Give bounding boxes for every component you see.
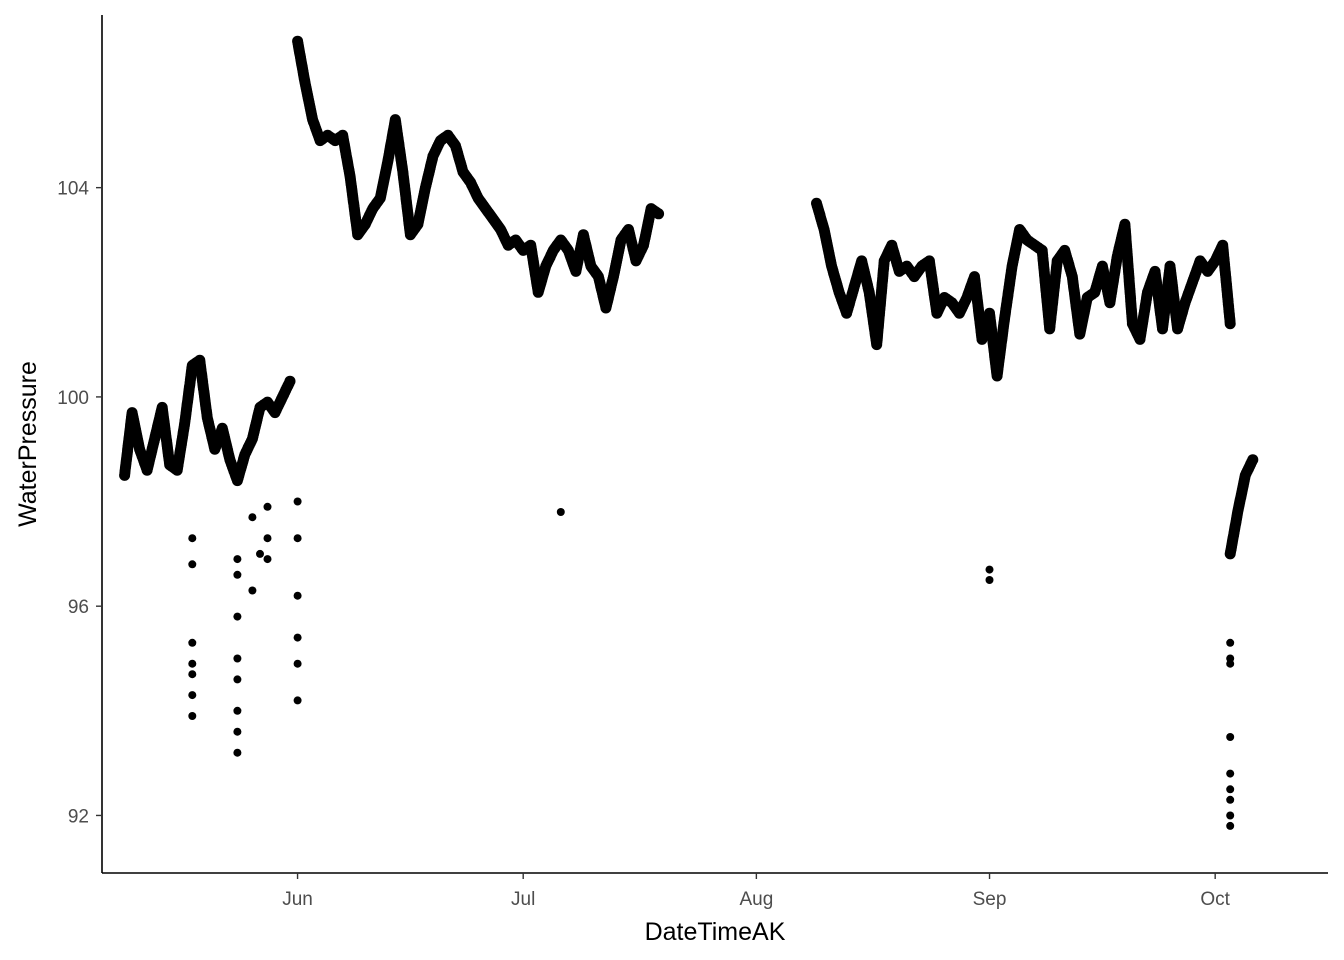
y-axis-ticks: 92 96 100 104 bbox=[57, 179, 102, 827]
data-point bbox=[263, 502, 272, 511]
data-point bbox=[188, 691, 197, 700]
data-point bbox=[1226, 733, 1235, 741]
data-point bbox=[188, 659, 197, 668]
x-tick-label: Jul bbox=[511, 889, 535, 910]
data-point bbox=[233, 654, 242, 663]
x-tick-label: Oct bbox=[1200, 889, 1230, 910]
data-point bbox=[233, 570, 242, 579]
data-point bbox=[256, 549, 264, 558]
y-tick-label: 96 bbox=[68, 597, 89, 618]
y-tick-label: 104 bbox=[57, 179, 89, 200]
data-point bbox=[1224, 318, 1236, 330]
data-point bbox=[233, 675, 242, 684]
data-point bbox=[263, 534, 272, 543]
data-point bbox=[248, 586, 257, 595]
y-axis-title: WaterPressure bbox=[14, 361, 42, 527]
data-point bbox=[556, 508, 565, 516]
data-point bbox=[263, 555, 272, 564]
data-point bbox=[293, 497, 302, 506]
data-point bbox=[1226, 795, 1235, 804]
data-point bbox=[1226, 638, 1235, 647]
data-point bbox=[1226, 811, 1235, 820]
data-point bbox=[188, 534, 197, 543]
data-point bbox=[188, 670, 197, 679]
data-point bbox=[293, 659, 302, 668]
data-point bbox=[284, 375, 296, 387]
y-tick-label: 100 bbox=[57, 388, 89, 409]
data-point bbox=[1226, 659, 1235, 668]
data-point bbox=[293, 696, 302, 705]
data-point bbox=[233, 555, 242, 564]
x-tick-label: Sep bbox=[973, 889, 1007, 910]
data-point bbox=[653, 208, 665, 220]
x-tick-label: Jun bbox=[282, 889, 313, 910]
data-point bbox=[233, 727, 242, 736]
data-point bbox=[1226, 769, 1235, 778]
data-point bbox=[985, 565, 994, 574]
data-point bbox=[233, 706, 242, 715]
x-axis-title: DateTimeAK bbox=[645, 918, 786, 946]
data-point bbox=[1226, 785, 1235, 794]
data-point bbox=[233, 612, 242, 621]
data-point bbox=[293, 534, 302, 543]
data-point bbox=[233, 748, 242, 757]
data-point bbox=[293, 633, 302, 642]
data-point bbox=[1247, 454, 1259, 466]
data-points bbox=[119, 35, 1259, 830]
data-point bbox=[188, 712, 197, 720]
data-point bbox=[985, 576, 994, 584]
data-point bbox=[248, 513, 257, 522]
data-point bbox=[188, 638, 197, 647]
data-point bbox=[1226, 821, 1235, 830]
data-point bbox=[188, 560, 197, 569]
data-point bbox=[293, 591, 302, 600]
y-tick-label: 92 bbox=[68, 806, 89, 827]
x-axis-ticks: Jun Jul Aug Sep Oct bbox=[282, 873, 1231, 910]
x-tick-label: Aug bbox=[739, 889, 773, 910]
